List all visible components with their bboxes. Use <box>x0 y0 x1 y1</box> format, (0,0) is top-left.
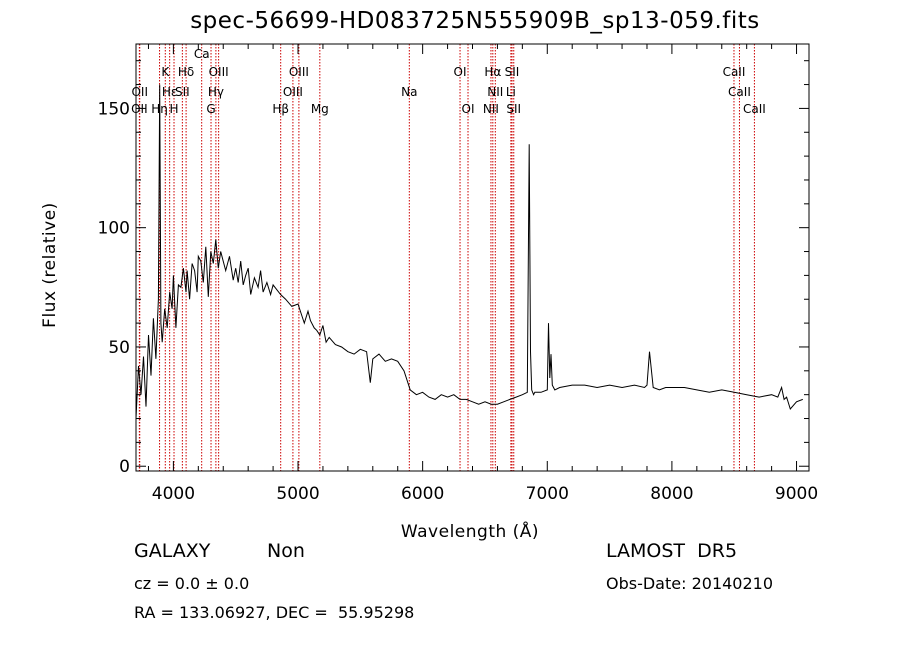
line-label: OII <box>131 102 148 116</box>
line-label: OII <box>131 85 148 99</box>
y-tick-label: 0 <box>119 457 130 477</box>
observation-date: Obs-Date: 20140210 <box>606 574 774 593</box>
line-label: K <box>161 65 170 79</box>
x-axis-label: Wavelength (Å) <box>400 522 540 542</box>
x-tick-label: 5000 <box>276 484 319 504</box>
line-label: Na <box>401 85 417 99</box>
line-label: SII <box>506 102 521 116</box>
y-tick-label: 50 <box>108 338 130 358</box>
line-label: H <box>169 102 178 116</box>
line-label: OIII <box>289 65 309 79</box>
object-class: GALAXY <box>134 540 211 562</box>
line-label: OIII <box>283 85 303 99</box>
line-label: OIII <box>209 65 229 79</box>
x-tick-label: 4000 <box>152 484 195 504</box>
line-label: SII <box>505 65 520 79</box>
line-label: Hγ <box>208 85 224 99</box>
line-label: NII <box>483 102 499 116</box>
line-label: Hα <box>484 65 501 79</box>
line-label: OI <box>454 65 467 79</box>
line-label: Hβ <box>272 102 289 116</box>
line-label: SII <box>175 85 190 99</box>
line-label: CaII <box>728 85 751 99</box>
line-label: NII <box>487 85 503 99</box>
x-tick-label: 7000 <box>526 484 569 504</box>
line-label: Hε <box>162 85 178 99</box>
line-label: OI <box>462 102 475 116</box>
line-label: Ca <box>194 47 210 61</box>
y-tick-label: 100 <box>98 219 130 239</box>
redshift-text: cz = 0.0 ± 0.0 <box>134 574 250 593</box>
line-label: Mg <box>311 102 329 116</box>
reference-lines <box>138 44 755 471</box>
chart-title: spec-56699-HD083725N555909B_sp13-059.fit… <box>190 8 760 34</box>
line-label: CaII <box>743 102 766 116</box>
line-label: Li <box>506 85 516 99</box>
x-tick-label: 9000 <box>775 484 818 504</box>
y-tick-label: 150 <box>98 99 130 119</box>
line-label: CaII <box>723 65 746 79</box>
line-labels: OIIOIIHηKHεHSIIHδCaGHγOIIIHβOIIIOIIIMgNa… <box>131 47 766 116</box>
axes: 4000 5000 6000 7000 8000 9000 0 50 100 150 <box>98 43 818 504</box>
line-label: Hδ <box>178 65 194 79</box>
x-tick-label: 8000 <box>650 484 693 504</box>
object-subclass: Non <box>267 540 305 562</box>
spectrum-series <box>135 84 803 419</box>
line-label: G <box>206 102 215 116</box>
coordinates-text: RA = 133.06927, DEC = 55.95298 <box>134 603 415 622</box>
survey-name: LAMOST DR5 <box>606 540 738 562</box>
y-axis-label: Flux (relative) <box>40 202 60 328</box>
x-tick-label: 6000 <box>401 484 444 504</box>
